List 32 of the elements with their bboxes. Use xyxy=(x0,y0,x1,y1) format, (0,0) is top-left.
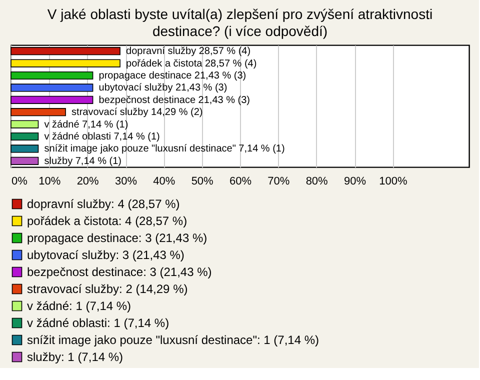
category-label: v žádné oblasti 7,14 % (1) xyxy=(44,132,160,142)
category-label: ubytovací služby 21,43 % (3) xyxy=(98,82,228,94)
x-tick-label: 10% xyxy=(38,176,61,188)
x-tick-label: 30% xyxy=(114,176,138,188)
x-tick-label: 40% xyxy=(153,176,176,188)
category-label: služby 7,14 % (1) xyxy=(44,156,122,167)
chart-title: V jaké oblasti byste uvítal(a) zlepšení pro zvýšení atraktivnosti destinace? (i více odpovědí) xyxy=(47,6,433,39)
legend-label: ubytovací služby: 3 (21,43 %) xyxy=(27,248,184,262)
category-label: snížit image jako pouze "luxusní destinace" 7,14 % (1) xyxy=(44,144,285,155)
category-label: stravovací služby 14,29 % (2) xyxy=(72,107,203,118)
category-label: pořádek a čistota 28,57 % (4) xyxy=(126,58,257,70)
x-tick-label: 20% xyxy=(76,176,100,188)
x-tick-label: 70% xyxy=(268,176,290,188)
category-label: dopravní služby 28,57 % (4) xyxy=(126,46,251,58)
category-label: propagace destinace 21,43 % (3) xyxy=(98,70,246,82)
legend-label: dopravní služby: 4 (28,57 %) xyxy=(27,197,180,211)
legend-label: stravovací služby: 2 (14,29 %) xyxy=(27,282,188,296)
legend-label: snížit image jako pouze "luxusní destinace": 1 (7,14 %) xyxy=(27,333,320,347)
legend-label: pořádek a čistota: 4 (28,57 %) xyxy=(27,214,188,228)
x-tick-label: 60% xyxy=(229,176,252,188)
legend-label: propagace destinace: 3 (21,43 %) xyxy=(27,231,208,245)
x-tick-label: 90% xyxy=(344,176,366,188)
category-label: bezpečnost destinace 21,43 % (3) xyxy=(98,94,250,106)
x-tick-label: 80% xyxy=(306,176,328,188)
legend-label: služby: 1 (7,14 %) xyxy=(27,350,124,364)
legend-label: bezpečnost destinace: 3 (21,43 %) xyxy=(27,265,212,279)
legend-label: v žádné oblasti: 1 (7,14 %) xyxy=(27,316,170,330)
x-tick-label: 0% xyxy=(12,176,28,188)
x-tick-label: 100% xyxy=(379,176,408,188)
category-label: v žádné 7,14 % (1) xyxy=(44,119,128,130)
legend-label: v žádné: 1 (7,14 %) xyxy=(27,299,132,313)
x-tick-label: 50% xyxy=(191,176,214,188)
